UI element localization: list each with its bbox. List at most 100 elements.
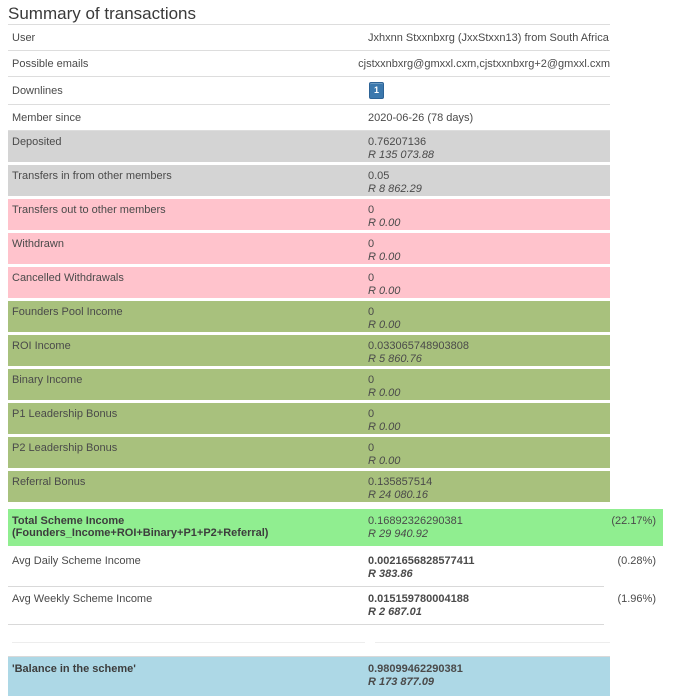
table-row: Avg Daily Scheme Income 0.00216568285774… xyxy=(8,549,663,587)
row-label: Avg Daily Scheme Income xyxy=(12,555,141,567)
row-value: 0.76207136 R 135 073.88 xyxy=(368,131,610,162)
row-value: 0 R 0.00 xyxy=(368,233,610,264)
table-row: P1 Leadership Bonus 0 R 0.00 xyxy=(8,403,610,437)
row-value: 0.05 R 8 862.29 xyxy=(368,165,610,196)
btc-value: 0 xyxy=(368,272,375,284)
btc-value: 0 xyxy=(368,204,375,216)
btc-value: 0 xyxy=(368,408,375,420)
table-row: Avg Weekly Scheme Income 0.0151597800041… xyxy=(8,587,663,625)
table-row: Possible emails cjstxxnbxrg@gmxxl.cxm,cj… xyxy=(8,51,610,77)
balance-in-scheme-row: 'Balance in the scheme' 0.98099462290381… xyxy=(8,656,610,696)
rand-value: R 135 073.88 xyxy=(368,149,435,161)
btc-value: 0.0021656828577411 xyxy=(368,555,475,567)
rand-value: R 8 862.29 xyxy=(368,183,422,195)
row-value-text: 2020-06-26 (78 days) xyxy=(368,111,474,124)
btc-value: 0.76207136 xyxy=(368,136,427,148)
row-label: User xyxy=(12,31,36,44)
row-value: 0 R 0.00 xyxy=(368,403,610,434)
row-label: Cancelled Withdrawals xyxy=(12,272,124,284)
row-label: ROI Income xyxy=(12,340,71,352)
row-label: Referral Bonus xyxy=(12,476,86,488)
row-value: 0 R 0.00 xyxy=(368,199,610,230)
table-row: Binary Income 0 R 0.00 xyxy=(8,369,610,403)
rand-value: R 0.00 xyxy=(368,251,401,263)
row-value-text: cjstxxnbxrg@gmxxl.cxm,cjstxxnbxrg+2@gmxx… xyxy=(358,57,610,70)
table-row: User Jxhxnn Stxxnbxrg (JxxStxxn13) from … xyxy=(8,25,610,51)
table-row: P2 Leadership Bonus 0 R 0.00 xyxy=(8,437,610,471)
row-value: Jxhxnn Stxxnbxrg (JxxStxxn13) from South… xyxy=(368,32,610,44)
rand-value: R 0.00 xyxy=(368,455,401,467)
row-value-text: Jxhxnn Stxxnbxrg (JxxStxxn13) from South… xyxy=(368,31,609,44)
row-value: 0.015159780004188 R 2 687.01 xyxy=(368,587,604,624)
row-label: Deposited xyxy=(12,136,62,148)
row-label: Avg Weekly Scheme Income xyxy=(12,593,153,605)
row-label: Transfers in from other members xyxy=(12,170,172,182)
row-value: cjstxxnbxrg@gmxxl.cxm,cjstxxnbxrg+2@gmxx… xyxy=(358,58,610,70)
btc-value: 0 xyxy=(368,374,375,386)
row-value: 1 xyxy=(368,82,610,99)
page-title: Summary of transactions xyxy=(8,4,197,23)
gap xyxy=(8,643,610,656)
row-label: Transfers out to other members xyxy=(12,204,166,216)
rand-value: R 5 860.76 xyxy=(368,353,422,365)
table-row: Referral Bonus 0.135857514 R 24 080.16 xyxy=(8,471,610,505)
spacer-label-cell xyxy=(12,625,365,643)
row-inner: Avg Daily Scheme Income 0.00216568285774… xyxy=(8,549,604,587)
amount-rows-section: Deposited 0.76207136 R 135 073.88 Transf… xyxy=(8,131,610,505)
row-value: 0.16892326290381 R 29 940.92 xyxy=(368,509,560,546)
rand-value: R 0.00 xyxy=(368,387,401,399)
table-row: Downlines 1 xyxy=(8,77,610,105)
summary-table: User Jxhxnn Stxxnbxrg (JxxStxxn13) from … xyxy=(8,24,663,696)
row-value: 0 R 0.00 xyxy=(368,437,610,468)
percent-value: (22.17%) xyxy=(611,515,656,527)
rand-value: R 173 877.09 xyxy=(368,676,435,688)
row-label: Binary Income xyxy=(12,374,83,386)
table-row: Withdrawn 0 R 0.00 xyxy=(8,233,610,267)
table-row: Cancelled Withdrawals 0 R 0.00 xyxy=(8,267,610,301)
btc-value: 0.135857514 xyxy=(368,476,433,488)
rand-value: R 29 940.92 xyxy=(368,528,428,540)
row-label: Member since xyxy=(12,111,82,124)
row-value: 0 R 0.00 xyxy=(368,267,610,298)
row-value: 2020-06-26 (78 days) xyxy=(368,112,610,124)
spacer-value-cell xyxy=(375,625,610,643)
table-row: ROI Income 0.033065748903808 R 5 860.76 xyxy=(8,335,610,369)
rand-value: R 0.00 xyxy=(368,421,401,433)
percent-value: (1.96%) xyxy=(617,593,656,605)
rand-value: R 383.86 xyxy=(368,568,413,580)
btc-value: 0.98099462290381 xyxy=(368,663,463,675)
btc-value: 0.015159780004188 xyxy=(368,593,469,605)
rand-value: R 0.00 xyxy=(368,217,401,229)
avg-rows-section: Avg Daily Scheme Income 0.00216568285774… xyxy=(8,549,656,625)
row-value: 0 R 0.00 xyxy=(368,301,610,332)
btc-value: 0 xyxy=(368,238,375,250)
table-row: Member since 2020-06-26 (78 days) xyxy=(8,105,610,131)
row-label: Possible emails xyxy=(12,57,89,70)
table-row: Founders Pool Income 0 R 0.00 xyxy=(8,301,610,335)
row-value: 0.033065748903808 R 5 860.76 xyxy=(368,335,610,366)
btc-value: 0 xyxy=(368,442,375,454)
percent-value: (0.28%) xyxy=(617,555,656,567)
table-row: Transfers in from other members 0.05 R 8… xyxy=(8,165,610,199)
info-rows-section: User Jxhxnn Stxxnbxrg (JxxStxxn13) from … xyxy=(8,25,610,131)
row-label: Withdrawn xyxy=(12,238,64,250)
row-label: 'Balance in the scheme' xyxy=(12,663,136,675)
row-label: P1 Leadership Bonus xyxy=(12,408,118,420)
row-label: Founders Pool Income xyxy=(12,306,123,318)
row-value: 0 R 0.00 xyxy=(368,369,610,400)
row-value: 0.135857514 R 24 080.16 xyxy=(368,471,610,502)
rand-value: R 24 080.16 xyxy=(368,489,428,501)
btc-value: 0.033065748903808 xyxy=(368,340,469,352)
downlines-badge[interactable]: 1 xyxy=(369,82,385,99)
total-scheme-income-row: Total Scheme Income (Founders_Income+ROI… xyxy=(8,509,663,546)
table-row: Transfers out to other members 0 R 0.00 xyxy=(8,199,610,233)
row-value: 0.98099462290381 R 173 877.09 xyxy=(368,657,610,696)
row-inner: Avg Weekly Scheme Income 0.0151597800041… xyxy=(8,587,604,625)
btc-value: 0.05 xyxy=(368,170,390,182)
spacer-row xyxy=(8,625,610,643)
row-label: P2 Leadership Bonus xyxy=(12,442,118,454)
row-label: Downlines xyxy=(12,84,63,97)
rand-value: R 0.00 xyxy=(368,285,401,297)
rand-value: R 2 687.01 xyxy=(368,606,422,618)
table-row: Deposited 0.76207136 R 135 073.88 xyxy=(8,131,610,165)
